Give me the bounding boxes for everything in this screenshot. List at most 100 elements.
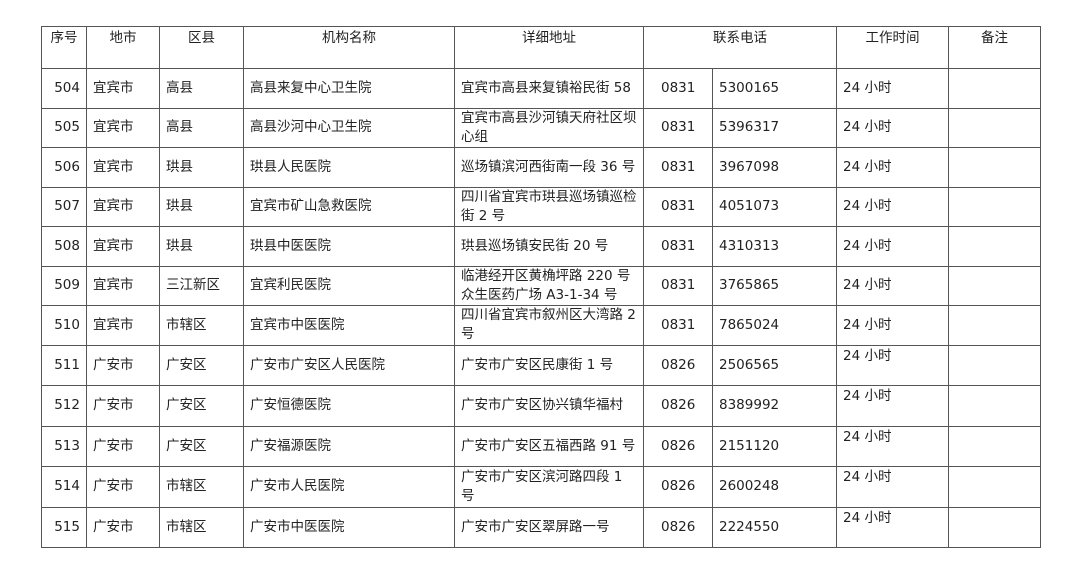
cell-hours: 24 小时	[836, 425, 949, 467]
cell-no: 506	[41, 147, 87, 188]
cell-no: 507	[41, 186, 87, 227]
cell-hours: 24 小时	[836, 344, 949, 386]
cell-county: 高县	[159, 68, 244, 109]
cell-area-code: 0831	[643, 68, 713, 109]
cell-note	[948, 68, 1041, 109]
cell-name: 宜宾利民医院	[243, 265, 455, 306]
cell-note	[948, 506, 1041, 548]
header-phone: 联系电话	[643, 26, 837, 69]
cell-hours: 24 小时	[836, 107, 949, 148]
cell-no: 515	[41, 506, 87, 548]
cell-area-code: 0826	[643, 385, 713, 427]
cell-name: 广安市广安区人民医院	[243, 344, 455, 386]
cell-hours: 24 小时	[836, 385, 949, 427]
cell-hours: 24 小时	[836, 226, 949, 267]
cell-hours: 24 小时	[836, 305, 949, 346]
cell-city: 广安市	[86, 425, 160, 467]
cell-city: 宜宾市	[86, 226, 160, 267]
table-row: 514 广安市 市辖区 广安市人民医院 广安市广安区滨河路四段 1 号 0826 26002…	[41, 466, 1041, 508]
cell-no: 512	[41, 385, 87, 427]
cell-no: 504	[41, 68, 87, 109]
hospital-table: 序号 地市 区县 机构名称 详细地址 联系电话 工作时间 备注 504 宜宾市 高县…	[41, 26, 1041, 548]
cell-area-code: 0831	[643, 226, 713, 267]
cell-area-code: 0831	[643, 265, 713, 306]
cell-address: 珙县巡场镇安民街 20 号	[454, 226, 644, 267]
cell-note	[948, 305, 1041, 346]
cell-phone: 3765865	[712, 265, 837, 306]
cell-city: 宜宾市	[86, 186, 160, 227]
table-row: 508 宜宾市 珙县 珙县中医医院 珙县巡场镇安民街 20 号 0831 4310313 24…	[41, 226, 1041, 267]
cell-county: 广安区	[159, 385, 244, 427]
cell-note	[948, 466, 1041, 508]
table-row: 512 广安市 广安区 广安恒德医院 广安市广安区协兴镇华福村 0826 8389992 24…	[41, 385, 1041, 427]
cell-note	[948, 425, 1041, 467]
table-row: 509 宜宾市 三江新区 宜宾利民医院 临港经开区黄桷坪路 220 号众生医药广场 A3…	[41, 265, 1041, 306]
cell-address: 临港经开区黄桷坪路 220 号众生医药广场 A3-1-34 号	[454, 265, 644, 306]
cell-note	[948, 265, 1041, 306]
cell-county: 三江新区	[159, 265, 244, 306]
cell-address: 巡场镇滨河西街南一段 36 号	[454, 147, 644, 188]
table-body: 504 宜宾市 高县 高县来复中心卫生院 宜宾市高县来复镇裕民街 58 0831 53001…	[41, 68, 1041, 548]
header-no: 序号	[41, 26, 87, 69]
header-row: 序号 地市 区县 机构名称 详细地址 联系电话 工作时间 备注	[41, 26, 1041, 69]
cell-note	[948, 344, 1041, 386]
cell-no: 511	[41, 344, 87, 386]
table-row: 511 广安市 广安区 广安市广安区人民医院 广安市广安区民康街 1 号 0826 2506…	[41, 344, 1041, 386]
cell-area-code: 0826	[643, 466, 713, 508]
cell-name: 广安福源医院	[243, 425, 455, 467]
table-row: 507 宜宾市 珙县 宜宾市矿山急救医院 四川省宜宾市珙县巡场镇巡检街 2 号 0831 4…	[41, 186, 1041, 227]
cell-city: 宜宾市	[86, 68, 160, 109]
cell-no: 514	[41, 466, 87, 508]
cell-city: 宜宾市	[86, 147, 160, 188]
table-row: 510 宜宾市 市辖区 宜宾市中医医院 四川省宜宾市叙州区大湾路 2 号 0831 7865…	[41, 305, 1041, 346]
header-county: 区县	[159, 26, 244, 69]
cell-address: 宜宾市高县沙河镇天府社区坝心组	[454, 107, 644, 148]
cell-area-code: 0831	[643, 107, 713, 148]
cell-city: 广安市	[86, 385, 160, 427]
cell-address: 宜宾市高县来复镇裕民街 58	[454, 68, 644, 109]
cell-name: 高县沙河中心卫生院	[243, 107, 455, 148]
cell-city: 宜宾市	[86, 305, 160, 346]
header-name: 机构名称	[243, 26, 455, 69]
cell-phone: 2151120	[712, 425, 837, 467]
cell-address: 广安市广安区协兴镇华福村	[454, 385, 644, 427]
cell-no: 508	[41, 226, 87, 267]
cell-county: 市辖区	[159, 506, 244, 548]
cell-county: 市辖区	[159, 466, 244, 508]
header-hours: 工作时间	[836, 26, 949, 69]
cell-phone: 4051073	[712, 186, 837, 227]
cell-city: 宜宾市	[86, 107, 160, 148]
cell-address: 广安市广安区五福西路 91 号	[454, 425, 644, 467]
cell-address: 广安市广安区民康街 1 号	[454, 344, 644, 386]
header-city: 地市	[86, 26, 160, 69]
cell-name: 珙县人民医院	[243, 147, 455, 188]
header-address: 详细地址	[454, 26, 644, 69]
cell-name: 高县来复中心卫生院	[243, 68, 455, 109]
cell-no: 513	[41, 425, 87, 467]
cell-phone: 5396317	[712, 107, 837, 148]
cell-phone: 2224550	[712, 506, 837, 548]
cell-name: 广安恒德医院	[243, 385, 455, 427]
cell-county: 珙县	[159, 226, 244, 267]
cell-city: 广安市	[86, 506, 160, 548]
cell-county: 高县	[159, 107, 244, 148]
cell-county: 珙县	[159, 186, 244, 227]
cell-area-code: 0831	[643, 305, 713, 346]
cell-note	[948, 226, 1041, 267]
cell-county: 广安区	[159, 425, 244, 467]
cell-note	[948, 186, 1041, 227]
cell-phone: 2600248	[712, 466, 837, 508]
cell-note	[948, 107, 1041, 148]
cell-note	[948, 147, 1041, 188]
cell-name: 广安市人民医院	[243, 466, 455, 508]
cell-address: 广安市广安区滨河路四段 1 号	[454, 466, 644, 508]
table-row: 506 宜宾市 珙县 珙县人民医院 巡场镇滨河西街南一段 36 号 0831 3967098…	[41, 147, 1041, 188]
cell-no: 509	[41, 265, 87, 306]
cell-hours: 24 小时	[836, 186, 949, 227]
cell-hours: 24 小时	[836, 68, 949, 109]
cell-address: 广安市广安区翠屏路一号	[454, 506, 644, 548]
cell-name: 珙县中医医院	[243, 226, 455, 267]
cell-name: 广安市中医医院	[243, 506, 455, 548]
cell-area-code: 0831	[643, 147, 713, 188]
cell-phone: 2506565	[712, 344, 837, 386]
